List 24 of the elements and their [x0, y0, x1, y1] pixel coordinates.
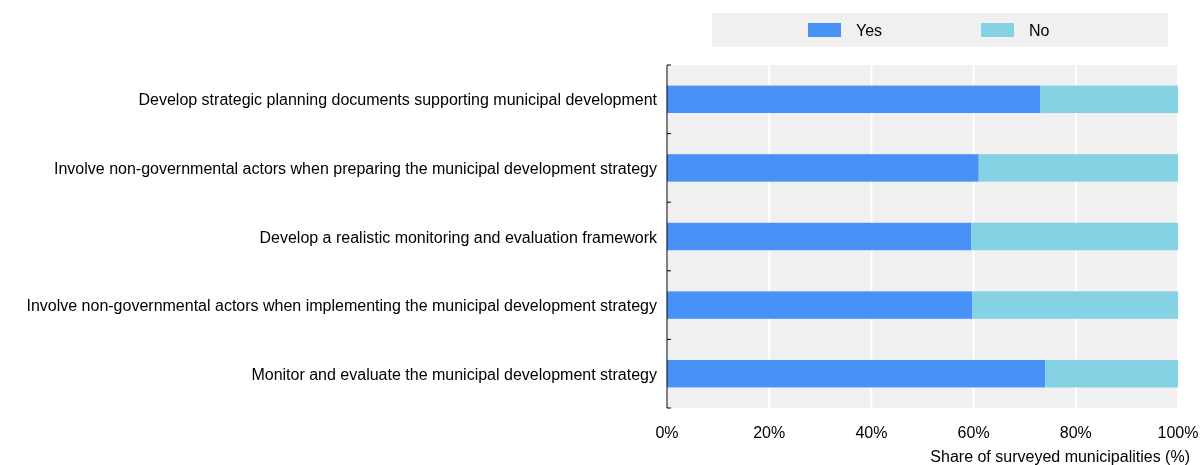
- bar: [667, 222, 972, 251]
- x-tick-label: 60%: [957, 424, 990, 441]
- bar: [667, 154, 979, 182]
- bar: [667, 85, 1041, 114]
- bar: [667, 291, 973, 319]
- bar: [1040, 85, 1178, 114]
- x-tick-label: 100%: [1157, 424, 1199, 441]
- x-tick-label: 20%: [753, 424, 786, 441]
- bar: [972, 291, 1178, 319]
- bar: [971, 222, 1178, 251]
- x-tick-label: 0%: [655, 424, 679, 441]
- y-tick-label: Monitor and evaluate the municipal development strategy: [251, 365, 657, 383]
- y-tick-label: Develop a realistic monitoring and evaluation framework: [259, 228, 658, 246]
- x-tick-label: 80%: [1059, 424, 1092, 441]
- legend-label: Yes: [856, 22, 883, 39]
- x-tick-label: 40%: [855, 424, 888, 441]
- bar: [1045, 359, 1178, 388]
- x-axis-title: Share of surveyed municipalities (%): [930, 448, 1190, 465]
- y-tick-label: Involve non-governmental actors when implementing the municipal development strategy: [26, 297, 657, 315]
- bar: [978, 154, 1178, 182]
- y-tick-label: Involve non-governmental actors when preparing the municipal development strategy: [53, 159, 657, 177]
- legend-label: No: [1029, 22, 1050, 39]
- y-tick-label: Develop strategic planning documents supporting municipal development: [138, 91, 658, 109]
- bar: [667, 359, 1046, 388]
